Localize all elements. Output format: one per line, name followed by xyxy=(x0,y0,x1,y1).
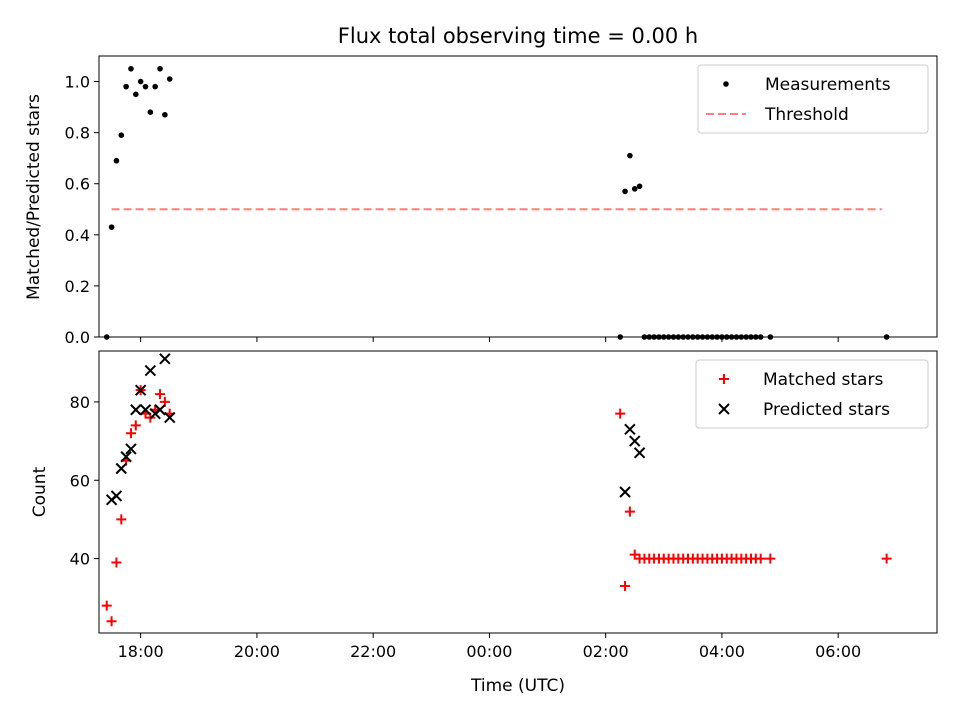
measurement-point xyxy=(113,157,120,164)
measurement-point xyxy=(133,91,139,98)
predicted-stars-point xyxy=(125,443,137,455)
predicted-stars-point xyxy=(624,423,636,436)
top-legend: Measurements Threshold xyxy=(697,64,929,134)
legend-box xyxy=(695,359,929,429)
measurement-point xyxy=(142,83,149,90)
measurement-point xyxy=(108,224,115,230)
matched-stars-point xyxy=(615,408,626,419)
measurement-point xyxy=(118,132,125,138)
predicted-stars-point xyxy=(619,486,631,498)
bottom-y-axis-label: Count xyxy=(30,466,50,517)
measurement-point xyxy=(636,183,643,190)
matched-stars-point xyxy=(125,428,136,439)
legend-label: Matched stars xyxy=(763,370,883,390)
y-tick-label: 0.6 xyxy=(65,175,90,194)
bottom-series xyxy=(101,353,892,627)
matched-stars-point xyxy=(106,616,117,627)
measurement-point xyxy=(622,188,628,195)
legend-marker xyxy=(723,81,729,87)
top-y-axis-label: Matched/Predicted stars xyxy=(24,94,44,300)
measurement-point xyxy=(157,65,163,72)
legend-box xyxy=(697,64,929,134)
predicted-stars-point xyxy=(110,490,123,502)
legend-marker xyxy=(719,374,729,384)
y-tick-label: 0.0 xyxy=(65,328,90,347)
measurement-point xyxy=(147,109,154,115)
predicted-stars-point xyxy=(134,384,147,396)
y-tick-label: 40 xyxy=(70,550,90,569)
measurement-point xyxy=(631,186,638,192)
top-axes-frame xyxy=(98,55,938,338)
y-tick-label: 0.4 xyxy=(65,226,90,245)
matched-stars-point xyxy=(881,553,892,564)
top-ticks: 0.0 0.2 0.4 0.6 0.8 1.0 xyxy=(65,73,839,347)
measurement-point xyxy=(166,76,173,82)
bottom-axes-frame xyxy=(98,350,938,634)
measurement-point xyxy=(162,111,168,118)
predicted-stars-point xyxy=(120,451,132,463)
bottom-panel: 40 60 80 18:00 20:00 22:00 00:00 02:00 04:00 06:0… xyxy=(30,350,938,696)
predicted-stars-point xyxy=(629,435,641,447)
matched-stars-point xyxy=(620,581,631,591)
matched-stars-point xyxy=(155,389,166,400)
legend-label: Predicted stars xyxy=(763,400,890,420)
bottom-legend: Matched stars Predicted stars xyxy=(695,359,929,429)
predicted-stars-point xyxy=(159,353,171,365)
x-axis-label: Time (UTC) xyxy=(470,676,565,696)
chart-title: Flux total observing time = 0.00 h xyxy=(338,24,698,48)
matched-stars-point xyxy=(755,553,766,564)
x-tick-label: 06:00 xyxy=(815,642,861,661)
predicted-stars-point xyxy=(130,404,142,416)
legend-marker xyxy=(718,403,730,415)
x-tick-label: 02:00 xyxy=(583,642,629,661)
predicted-stars-point xyxy=(633,447,646,459)
measurement-point xyxy=(152,83,158,90)
predicted-stars-point xyxy=(154,404,166,416)
legend-label: Measurements xyxy=(765,75,891,95)
bottom-ticks: 40 60 80 18:00 20:00 22:00 00:00 02:00 04:00 06:0… xyxy=(70,393,862,661)
matched-stars-point xyxy=(765,553,776,564)
x-tick-label: 04:00 xyxy=(699,642,745,661)
predicted-stars-point xyxy=(115,462,127,475)
measurement-point xyxy=(627,152,633,159)
x-tick-label: 20:00 xyxy=(234,642,280,661)
predicted-stars-point xyxy=(139,404,152,416)
top-panel: 0.0 0.2 0.4 0.6 0.8 1.0 Matched/Predicted sta… xyxy=(24,55,938,347)
x-tick-label: 18:00 xyxy=(118,642,164,661)
predicted-stars-point xyxy=(144,364,157,377)
y-tick-label: 80 xyxy=(70,393,90,412)
matched-stars-point xyxy=(101,600,112,611)
matched-stars-point xyxy=(116,514,127,525)
x-tick-label: 00:00 xyxy=(466,642,512,661)
y-tick-label: 60 xyxy=(70,471,90,490)
measurement-point xyxy=(128,65,134,72)
y-tick-label: 0.2 xyxy=(65,277,90,296)
legend-label: Threshold xyxy=(764,105,849,125)
measurement-point xyxy=(137,78,144,85)
matched-stars-point xyxy=(111,557,122,568)
matched-stars-point xyxy=(130,420,141,431)
matched-stars-point xyxy=(624,506,635,517)
x-tick-label: 22:00 xyxy=(350,642,396,661)
y-tick-label: 1.0 xyxy=(65,73,90,92)
y-tick-label: 0.8 xyxy=(65,124,90,143)
measurement-point xyxy=(123,83,129,90)
predicted-stars-point xyxy=(164,411,176,424)
